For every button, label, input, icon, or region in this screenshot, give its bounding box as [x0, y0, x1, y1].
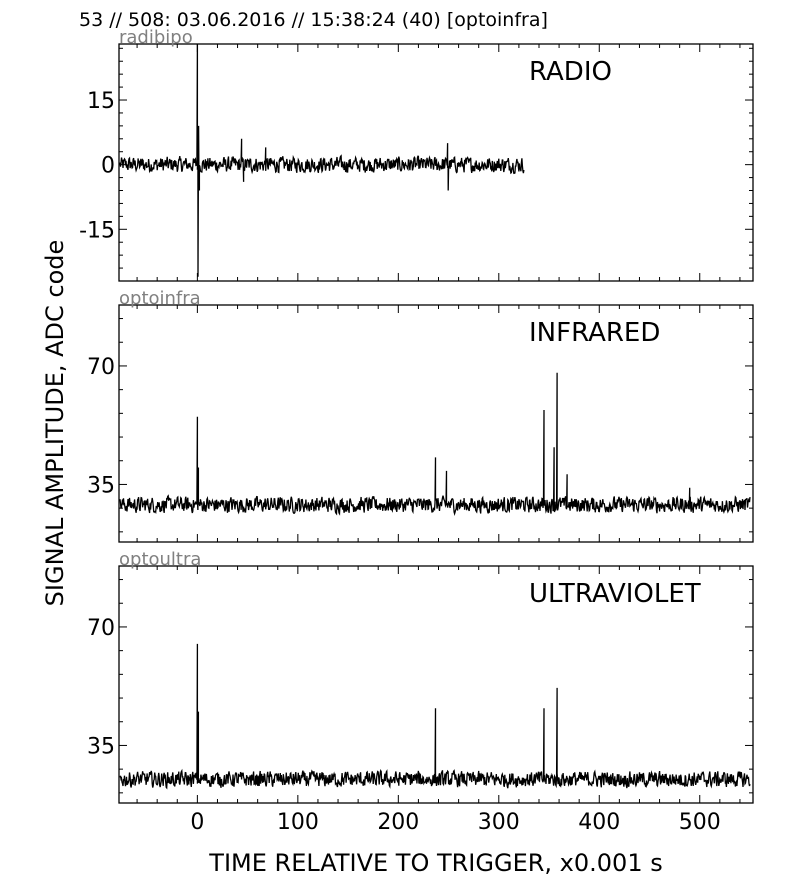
x-tick-label: 400 — [578, 810, 620, 835]
channel-label: radibipo — [119, 27, 193, 48]
y-axis-label: SIGNAL AMPLITUDE, ADC code — [41, 240, 69, 607]
plot-frame — [118, 304, 754, 543]
x-tick-label: 500 — [679, 810, 721, 835]
channel-label: optoinfra — [119, 288, 201, 309]
panel-title: ULTRAVIOLET — [529, 579, 701, 609]
y-tick-label: 70 — [87, 616, 115, 641]
figure-header: 53 // 508: 03.06.2016 // 15:38:24 (40) [… — [79, 9, 548, 31]
x-tick-label: 100 — [277, 810, 319, 835]
y-tick-label: 15 — [87, 89, 115, 114]
x-tick-label: 300 — [478, 810, 520, 835]
panel-title: RADIO — [529, 57, 612, 87]
x-axis-label: TIME RELATIVE TO TRIGGER, x0.001 s — [208, 849, 662, 877]
series-line-optoultra — [119, 643, 751, 790]
series-line-radibipo — [119, 44, 525, 277]
y-tick-label: 35 — [87, 473, 115, 498]
panel-radibipo: -15 0 15 radibipo RADIO — [79, 27, 754, 282]
y-tick-label: 35 — [87, 734, 115, 759]
y-tick-label: 0 — [101, 154, 115, 179]
channel-label: optoultra — [119, 549, 201, 570]
series-line-optoinfra — [119, 372, 751, 517]
panel-optoultra: 0 100 200 300 400 500 35 70 optoultra ULTRAVIOLET — [87, 549, 754, 835]
panels: -15 0 15 radibipo RADIO 35 70 optoinfra INFRARED… — [79, 27, 754, 835]
plot-frame — [118, 565, 754, 804]
x-tick-label: 200 — [377, 810, 419, 835]
x-tick-label: 0 — [190, 810, 204, 835]
plot-frame — [118, 43, 754, 282]
panel-optoinfra: 35 70 optoinfra INFRARED — [87, 288, 754, 543]
y-tick-label: -15 — [79, 218, 115, 243]
y-tick-label: 70 — [87, 355, 115, 380]
panel-title: INFRARED — [529, 318, 660, 348]
